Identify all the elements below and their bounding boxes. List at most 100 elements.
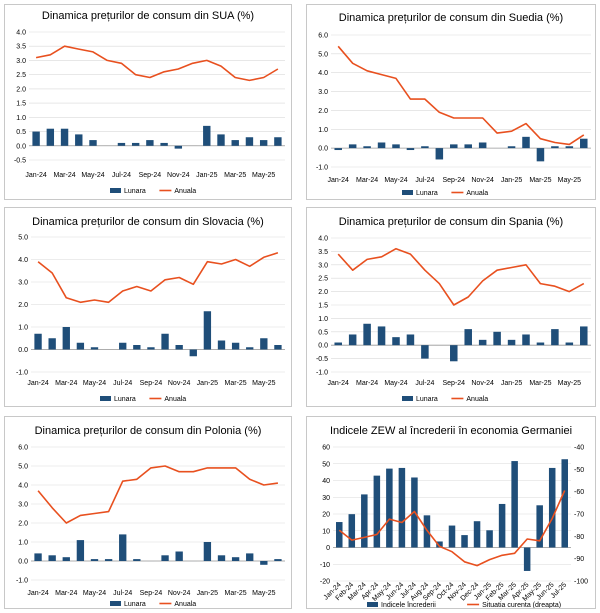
- bar-lunara: [392, 337, 400, 346]
- bar-indicele-încrederii: [498, 503, 506, 548]
- line-anuala: [37, 252, 279, 304]
- bar-lunara: [377, 326, 386, 346]
- legend-label: Lunara: [124, 601, 146, 608]
- y-tick-label: 3.0: [318, 262, 328, 269]
- y-tick-label: 4.0: [18, 483, 28, 490]
- y-tick-label: -0.5: [14, 158, 26, 165]
- bar-lunara: [565, 342, 574, 346]
- bar-lunara: [348, 334, 357, 346]
- line-anuala: [37, 465, 279, 524]
- x-tick-label: Nov-24: [168, 590, 191, 597]
- y-tick-label: 0: [326, 545, 330, 552]
- y2-tick-label: -90: [574, 556, 584, 563]
- bar-lunara: [119, 534, 127, 561]
- bar-lunara: [119, 342, 127, 350]
- x-tick-label: May-24: [384, 380, 407, 387]
- bar-lunara: [580, 138, 588, 149]
- bar-indicele-încrederii: [548, 467, 556, 548]
- bar-lunara: [377, 142, 386, 149]
- y-tick-label: 4.0: [16, 30, 26, 37]
- legend-label: Indicele încrederii: [381, 602, 436, 609]
- bar-indicele-încrederii: [511, 461, 518, 548]
- bar-lunara: [507, 146, 516, 149]
- chart-title: Dinamica prețurilor de consum din Suedia…: [338, 12, 564, 24]
- bar-lunara: [90, 347, 99, 350]
- y-tick-label: 3.0: [16, 58, 26, 65]
- legend-label: Situatia curenta (dreapta): [482, 602, 561, 609]
- x-tick-label: Jan-24: [328, 177, 350, 184]
- x-tick-label: May-24: [81, 172, 104, 179]
- x-tick-label: May-24: [384, 177, 407, 184]
- y2-tick-label: -70: [574, 512, 584, 519]
- chart-panel-polonia: Dinamica prețurilor de consum din Poloni…: [4, 416, 292, 609]
- bar-lunara: [174, 145, 183, 149]
- y-tick-label: 50: [322, 461, 330, 468]
- y-tick-label: 0.0: [16, 143, 26, 150]
- chart-svg: -1.0 -0.5 0.0 0.5 1.0 1.5 2.0 2.5 3.0 3.5 4.0 Jan-2…: [316, 236, 591, 403]
- bar-indicele-încrederii: [486, 530, 493, 548]
- x-tick-label: Sep-24: [140, 380, 163, 387]
- y-tick-label: -10: [320, 562, 330, 569]
- legend-label: Lunara: [114, 396, 136, 403]
- y-tick-label: -1.0: [16, 578, 28, 585]
- legend-label: Lunara: [124, 188, 146, 195]
- chart-svg: -1.0 0.0 1.0 2.0 3.0 4.0 5.0 6.0 Jan-24 Mar-24 May…: [16, 445, 285, 608]
- bar-indicele-încrederii: [561, 459, 568, 548]
- y-tick-label: 5.0: [318, 51, 328, 58]
- bar-indicele-încrederii: [386, 468, 393, 548]
- x-tick-label: May-25: [558, 177, 581, 184]
- bar-lunara: [478, 142, 487, 149]
- bar-indicele-încrederii: [536, 505, 543, 548]
- bar-lunara: [334, 148, 342, 151]
- chart-panel-slovacia: Dinamica prețurilor de consum din Slovac…: [4, 207, 292, 407]
- bar-lunara: [90, 559, 99, 561]
- y-tick-label: 1.0: [18, 325, 28, 332]
- y-tick-label: 4.0: [318, 236, 328, 243]
- y-tick-label: 1.5: [318, 303, 328, 310]
- bar-lunara: [217, 134, 225, 146]
- x-tick-label: Jan-24: [27, 380, 49, 387]
- chart-title: Dinamica prețurilor de consum din Slovac…: [32, 216, 264, 228]
- bar-lunara: [274, 345, 282, 350]
- y-tick-label: 6.0: [318, 33, 328, 40]
- line-anuala: [337, 45, 585, 146]
- bar-lunara: [62, 327, 70, 350]
- bar-indicele-încrederii: [523, 547, 531, 571]
- legend-bar-swatch: [402, 190, 413, 195]
- bar-indicele-încrederii: [436, 541, 443, 548]
- y2-tick-label: -80: [574, 534, 584, 541]
- bar-lunara: [478, 339, 487, 346]
- bar-lunara: [46, 128, 55, 146]
- bar-lunara: [34, 333, 42, 350]
- y-tick-label: 60: [322, 445, 330, 452]
- legend-bar-swatch: [367, 602, 378, 607]
- x-tick-label: Sep-24: [140, 590, 163, 597]
- bar-lunara: [203, 125, 211, 146]
- bar-lunara: [161, 333, 169, 350]
- y2-tick-label: -100: [574, 579, 588, 586]
- bar-lunara: [231, 140, 239, 146]
- bar-lunara: [334, 342, 342, 346]
- chart-panel-spania: Dinamica prețurilor de consum din Spania…: [306, 207, 596, 407]
- y-tick-label: -1.0: [16, 370, 28, 377]
- x-tick-label: Jan-24: [328, 380, 350, 387]
- bar-lunara: [551, 146, 559, 149]
- bar-lunara: [189, 349, 197, 357]
- legend-label: Lunara: [416, 190, 438, 197]
- bar-lunara: [217, 555, 226, 561]
- bar-lunara: [260, 561, 268, 565]
- line-anuala: [337, 247, 585, 306]
- y-tick-label: 1.0: [18, 540, 28, 547]
- bar-lunara: [392, 144, 400, 149]
- bar-lunara: [34, 553, 42, 561]
- x-tick-label: May-24: [83, 590, 106, 597]
- x-tick-label: Jul-24: [113, 590, 132, 597]
- x-tick-label: May-24: [83, 380, 106, 387]
- x-tick-label: Jan-25: [501, 177, 523, 184]
- chart-title: Dinamica prețurilor de consum din SUA (%…: [41, 10, 255, 22]
- bar-lunara: [246, 347, 254, 350]
- bar-lunara: [89, 140, 97, 146]
- chart-title: Dinamica prețurilor de consum din Poloni…: [34, 425, 262, 437]
- bar-lunara: [536, 148, 545, 162]
- chart-svg: -1.0 0.0 1.0 2.0 3.0 4.0 5.0 6.0 Jan-24 Mar-24 May…: [316, 33, 591, 197]
